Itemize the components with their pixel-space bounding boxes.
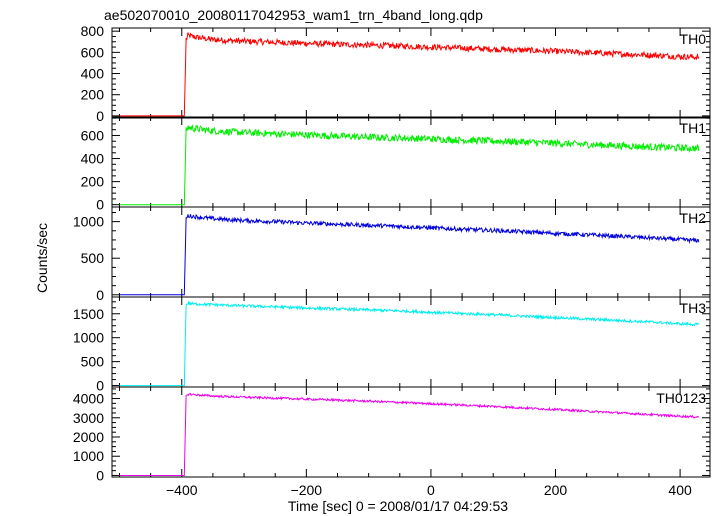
panel-frame-TH0 xyxy=(111,27,711,119)
x-tick-label: −200 xyxy=(291,482,323,498)
series-line-TH0 xyxy=(119,32,700,117)
x-tick-label: 400 xyxy=(668,482,692,498)
series-line-TH1 xyxy=(119,124,700,206)
series-label-TH0: TH0 xyxy=(680,31,707,47)
y-tick-label: 200 xyxy=(81,87,105,103)
x-tick-label: 0 xyxy=(427,482,435,498)
y-tick-label: 0 xyxy=(96,378,104,394)
y-axis-label: Counts/sec xyxy=(34,223,50,293)
y-tick-label: 4000 xyxy=(73,391,104,407)
y-tick-label: 800 xyxy=(81,23,105,39)
y-tick-label: 1000 xyxy=(73,330,104,346)
y-tick-label: 3000 xyxy=(73,410,104,426)
series-line-TH0123 xyxy=(119,392,700,476)
y-tick-label: 600 xyxy=(81,127,105,143)
y-tick-label: 1000 xyxy=(73,448,104,464)
series-label-TH1: TH1 xyxy=(680,120,707,136)
panel-frame-TH0123 xyxy=(111,386,711,478)
y-tick-label: 0 xyxy=(96,467,104,483)
y-tick-label: 600 xyxy=(81,44,105,60)
y-tick-label: 400 xyxy=(81,151,105,167)
y-tick-label: 200 xyxy=(81,174,105,190)
panel-frame-TH2 xyxy=(111,206,711,298)
y-tick-label: 500 xyxy=(81,250,105,266)
series-label-TH0123: TH0123 xyxy=(656,390,706,406)
chart-title: ae502070010_20080117042953_wam1_trn_4ban… xyxy=(104,7,483,23)
y-tick-label: 0 xyxy=(96,108,104,124)
y-tick-label: 1000 xyxy=(73,214,104,230)
y-tick-label: 500 xyxy=(81,354,105,370)
y-tick-label: 400 xyxy=(81,66,105,82)
series-line-TH3 xyxy=(119,300,700,387)
panels-group: 0 200 400 600 800 TH0 0 200 400 600 TH1 0 500 1000 TH2… xyxy=(73,23,711,483)
y-tick-label: 1500 xyxy=(73,306,104,322)
y-tick-label: 0 xyxy=(96,287,104,303)
y-tick-label: 2000 xyxy=(73,429,104,445)
x-tick-labels: −400 −200 0 200 400 xyxy=(166,482,692,498)
x-tick-label: 200 xyxy=(544,482,568,498)
panel-frame-TH3 xyxy=(111,296,711,388)
series-line-TH2 xyxy=(119,214,700,296)
series-label-TH2: TH2 xyxy=(680,210,707,226)
series-label-TH3: TH3 xyxy=(680,300,707,316)
x-tick-label: −400 xyxy=(166,482,198,498)
x-axis-label: Time [sec] 0 = 2008/01/17 04:29:53 xyxy=(288,498,508,514)
y-tick-label: 0 xyxy=(96,197,104,213)
